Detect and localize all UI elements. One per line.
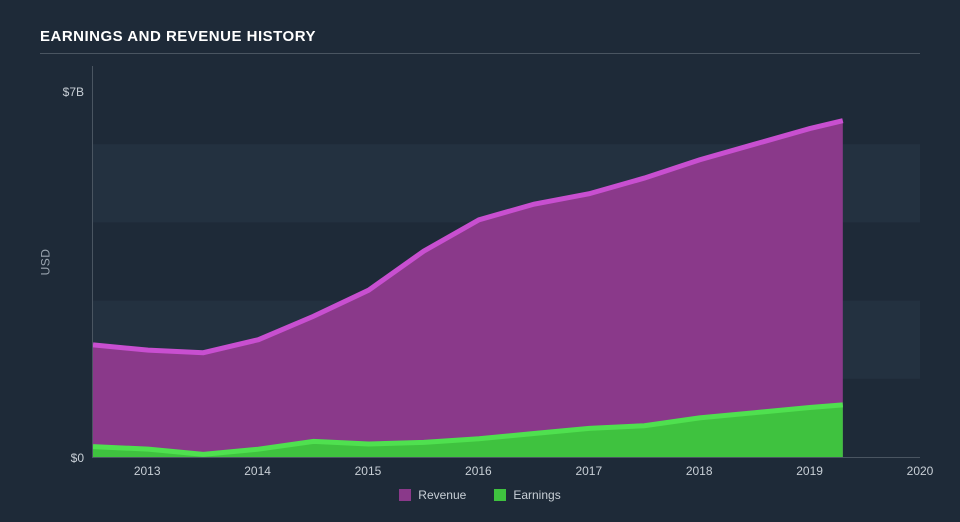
legend-label: Earnings (513, 488, 560, 502)
x-tick-label: 2015 (355, 464, 382, 478)
legend: Revenue Earnings (40, 488, 920, 502)
x-axis-ticks: 20132014201520162017201820192020 (92, 458, 920, 482)
legend-swatch (399, 489, 411, 501)
legend-item-revenue: Revenue (399, 488, 466, 502)
legend-swatch (494, 489, 506, 501)
x-tick-label: 2013 (134, 464, 161, 478)
x-tick-label: 2018 (686, 464, 713, 478)
x-tick-label: 2020 (907, 464, 934, 478)
x-tick-label: 2017 (575, 464, 602, 478)
x-tick-label: 2016 (465, 464, 492, 478)
plot-area (92, 66, 920, 458)
legend-item-earnings: Earnings (494, 488, 560, 502)
x-tick-label: 2019 (796, 464, 823, 478)
y-tick-label: $0 (71, 451, 84, 465)
chart-body: USD $0$7B (40, 66, 920, 458)
title-row: EARNINGS AND REVENUE HISTORY (40, 28, 920, 54)
y-axis-ticks: $0$7B (40, 66, 92, 458)
legend-label: Revenue (418, 488, 466, 502)
chart-title: EARNINGS AND REVENUE HISTORY (40, 28, 316, 45)
chart-container: EARNINGS AND REVENUE HISTORY USD $0$7B 2… (0, 0, 960, 522)
y-tick-label: $7B (63, 85, 84, 99)
x-tick-label: 2014 (244, 464, 271, 478)
plot-svg (93, 66, 920, 457)
